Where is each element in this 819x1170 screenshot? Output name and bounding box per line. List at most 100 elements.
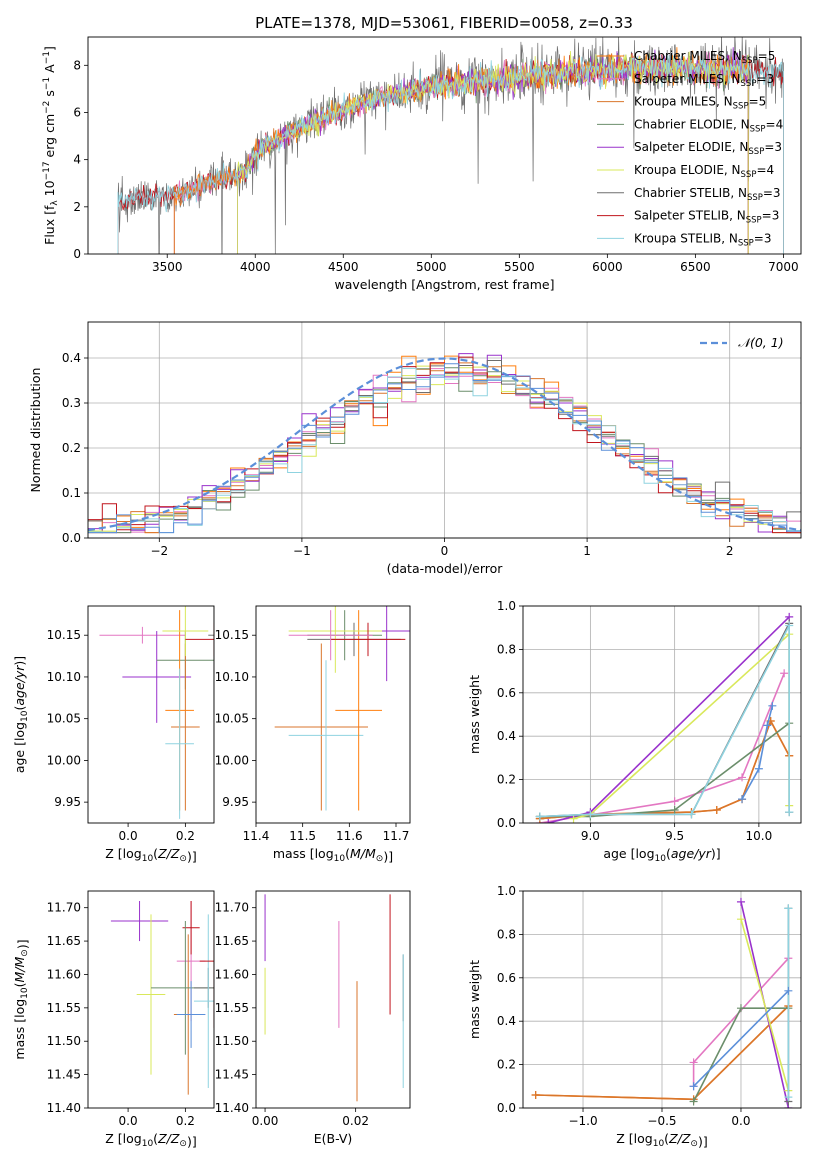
y-tick-label: 0.4	[497, 1014, 516, 1028]
y-axis-label: mass weight	[467, 960, 482, 1039]
y-tick-label: 0.4	[497, 729, 516, 743]
residuals-chart: −2 −1 0 1 2 0.0 0.1 0.2 0.3 0.4 (data-model)/error…	[28, 321, 802, 576]
weight-lines	[531, 897, 793, 1108]
x-axis-label: Z [log10(Z/Z⊙)]	[105, 846, 196, 864]
y-tick-label: 0.0	[497, 1101, 516, 1115]
label-part: age [log	[12, 722, 27, 773]
label-part: Z	[157, 1131, 167, 1146]
axes-frame	[87, 36, 802, 255]
label-part: /yr	[693, 846, 712, 861]
errorbars	[110, 894, 214, 1095]
weight-marker	[544, 819, 553, 823]
y-tick-label: 10.10	[215, 670, 249, 684]
x-tick-label: 7000	[768, 260, 799, 274]
label-part: M	[12, 971, 27, 982]
label-part: (	[12, 706, 27, 711]
x-axis-label: E(B-V)	[314, 1131, 353, 1146]
errorbars	[264, 894, 404, 1102]
spectrum-lines	[117, 37, 784, 254]
weight-marker	[738, 773, 747, 782]
axes-frame	[255, 890, 411, 1109]
y-tick-label: 0.0	[497, 816, 516, 830]
label-part: mass [log	[273, 846, 334, 861]
weight-line	[693, 990, 789, 1087]
axes-frame	[87, 321, 802, 539]
y-axis-label: Normed distribution	[28, 368, 43, 493]
gaussian-curve	[88, 357, 801, 532]
weight-marker	[670, 805, 679, 814]
label-sub: 10	[334, 854, 346, 864]
y-tick-label: 9.95	[222, 795, 249, 809]
label-part: mass [log	[12, 999, 27, 1060]
label-part: )]	[187, 849, 197, 864]
axes-frame	[522, 890, 802, 1109]
label-part: Z [log	[105, 846, 141, 861]
label-sub: 10	[142, 854, 154, 864]
y-tick-label: 11.70	[215, 901, 249, 915]
x-tick-label: 11.5	[289, 829, 316, 843]
y-tick-label: 11.60	[215, 967, 249, 981]
y-tick-label: 0.2	[497, 1058, 516, 1072]
weight-line	[573, 632, 790, 820]
y-tick-label: 0.8	[497, 642, 516, 656]
label-part: Z [log	[616, 1131, 652, 1146]
y-tick-label: 0.4	[62, 351, 81, 365]
label-part: (	[666, 846, 671, 861]
x-tick-label: 6500	[680, 260, 711, 274]
legend-text: =3	[756, 72, 774, 86]
y-tick-label: 10.05	[47, 712, 81, 726]
weight-marker	[784, 1093, 793, 1102]
x-tick-label: 0.02	[342, 1114, 369, 1128]
y-label-part: Flux [f	[42, 205, 57, 245]
label-part: )]	[711, 846, 721, 861]
y-tick-label: 11.65	[47, 934, 81, 948]
y-tick-label: 0.2	[62, 441, 81, 455]
legend-entry: Chabrier STELIB, NSSP=3	[634, 186, 781, 203]
label-part: )]	[383, 849, 393, 864]
label-sub: ⊙	[20, 949, 30, 957]
x-tick-label: −1.0	[568, 1114, 597, 1128]
label-part: (	[153, 846, 158, 861]
legend-text: =3	[754, 231, 772, 245]
x-tick-label: 0.00	[252, 1114, 279, 1128]
axes-frame	[87, 890, 215, 1109]
weight-marker	[763, 721, 772, 730]
label-part: Z	[668, 1131, 678, 1146]
weight-marker	[768, 701, 777, 710]
y-tick-label: 0.8	[497, 927, 516, 941]
spectrum-series-line	[117, 51, 784, 254]
x-tick-label: 6000	[592, 260, 623, 274]
weight-line	[539, 719, 790, 820]
label-part: /Z	[677, 1131, 691, 1146]
x-axis-label: Z [log10(Z/Z⊙)]	[616, 1131, 707, 1149]
y-axis-label: mass [log10(M/M⊙)]	[12, 939, 30, 1059]
legend-sub: SSP	[738, 238, 754, 248]
legend-text: Kroupa STELIB, N	[634, 231, 738, 245]
legend-text: =3	[762, 209, 780, 223]
x-tick-label: 0.0	[119, 829, 138, 843]
label-part: Z [log	[105, 1131, 141, 1146]
label-sub: 10	[20, 987, 30, 999]
legend-text: =4	[766, 117, 784, 131]
spectrum-chart: 3500 4000 4500 5000 5500 6000 6500 7000 0 2 4 6 8 wav…	[42, 36, 802, 292]
x-tick-label: 9.0	[581, 829, 600, 843]
label-part: /Z	[166, 846, 180, 861]
y-tick-label: 10.00	[47, 753, 81, 767]
y-tick-label: 11.45	[215, 1068, 249, 1082]
weight-marker	[712, 805, 721, 814]
y-axis-label: age [log10(age/yr)]	[12, 656, 30, 773]
y-tick-label: 11.40	[47, 1101, 81, 1115]
label-sub: 10	[20, 710, 30, 722]
x-tick-label: 11.4	[243, 829, 270, 843]
spectrum-series-line	[237, 50, 749, 254]
weight-marker	[689, 1058, 698, 1067]
y-tick-label: 11.70	[47, 901, 81, 915]
x-tick-label: 1	[583, 544, 591, 558]
age_vs_mass-chart: 11.4 11.5 11.6 11.7 9.95 10.00 10.05 10.10 10.15…	[215, 605, 411, 864]
x-axis-label: wavelength [Angstrom, rest frame]	[334, 277, 554, 292]
label-part: /yr	[12, 665, 27, 684]
y-tick-label: 0.6	[497, 686, 516, 700]
label-part: M	[350, 846, 361, 861]
y-tick-label: 11.50	[215, 1034, 249, 1048]
weight-marker	[569, 814, 578, 823]
